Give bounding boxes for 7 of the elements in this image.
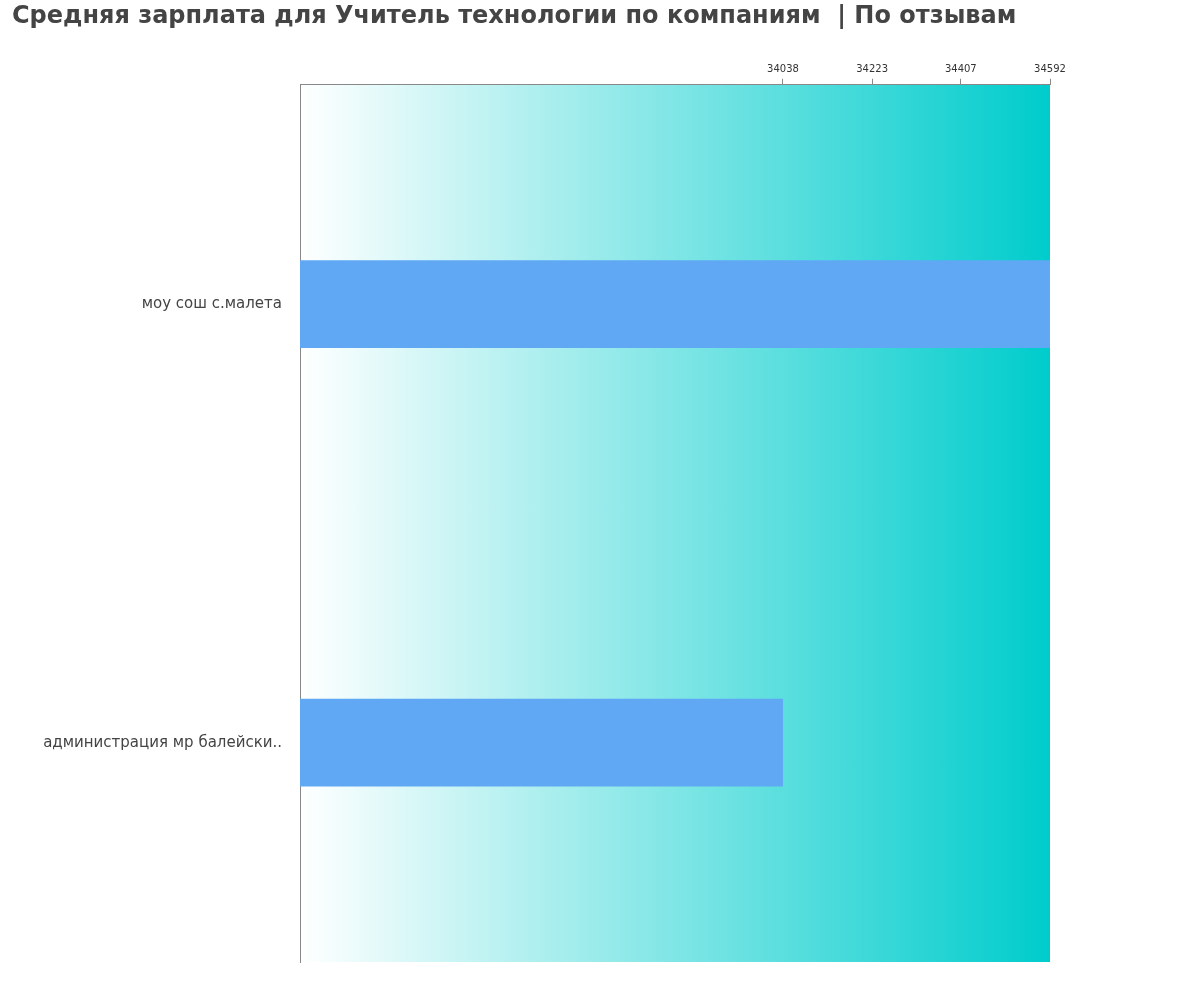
x-tick-label: 34592 xyxy=(1034,63,1066,75)
y-tick-label: администрация мр балейски.. xyxy=(43,732,282,751)
x-tick-label: 34407 xyxy=(944,63,977,75)
chart-title: Средняя зарплата для Учитель технологии по компаниям | По отзывам xyxy=(12,0,1017,29)
x-tick-label: 34223 xyxy=(856,63,889,75)
y-tick-label: моу сош с.малета xyxy=(141,293,282,312)
x-tick-label: 34038 xyxy=(767,63,799,75)
